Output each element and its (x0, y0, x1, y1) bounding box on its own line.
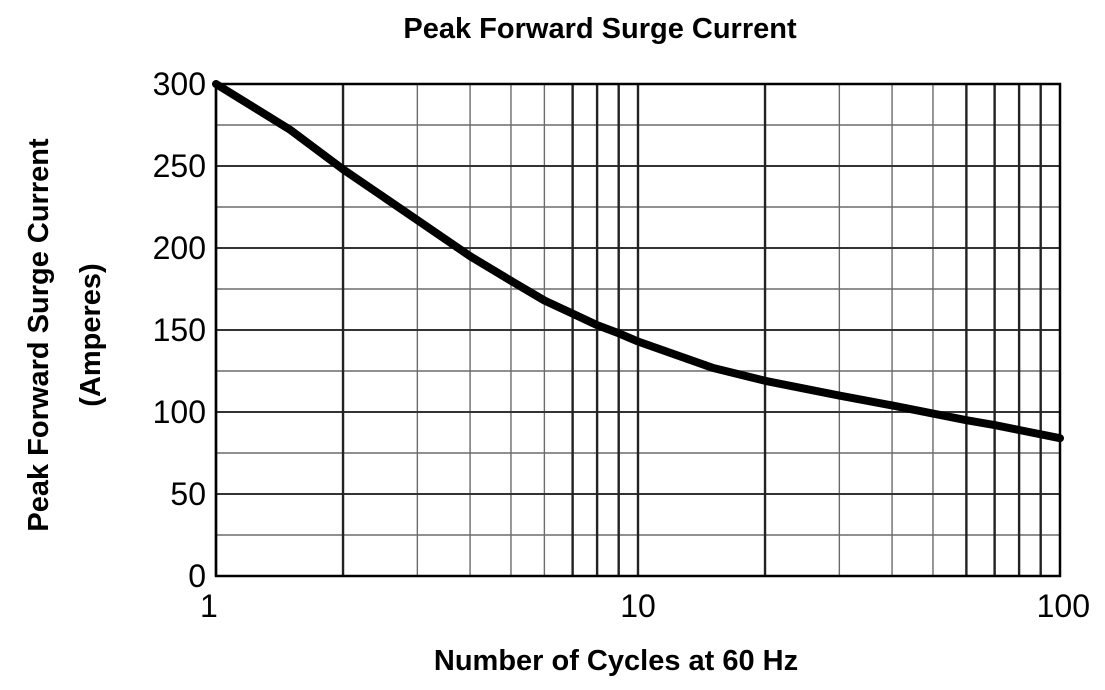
x-tick-label: 1 (200, 588, 218, 624)
x-axis-ticks: 1 10 100 (200, 588, 1090, 624)
y-tick-label: 250 (153, 148, 206, 184)
plot-area (214, 82, 1062, 578)
y-axis-ticks: 0 50 100 150 200 250 300 (153, 66, 206, 594)
y-tick-label: 0 (188, 558, 206, 594)
y-tick-label: 100 (153, 394, 206, 430)
y-axis-label: Peak Forward Surge Current (Amperes) (23, 138, 107, 532)
y-tick-label: 300 (153, 66, 206, 102)
y-tick-label: 200 (153, 230, 206, 266)
series-line (212, 80, 1064, 443)
y-tick-label: 150 (153, 312, 206, 348)
chart-title: Peak Forward Surge Current (403, 13, 797, 45)
series-layer (212, 80, 1064, 443)
x-tick-label: 100 (1037, 588, 1090, 624)
y-axis-label-line-1: Peak Forward Surge Current (23, 138, 55, 532)
y-tick-label: 50 (170, 476, 206, 512)
x-axis-label: Number of Cycles at 60 Hz (434, 645, 798, 677)
plot-frame (214, 82, 1062, 578)
x-tick-label: 10 (620, 588, 656, 624)
y-axis-label-line-2: (Amperes) (75, 263, 107, 406)
